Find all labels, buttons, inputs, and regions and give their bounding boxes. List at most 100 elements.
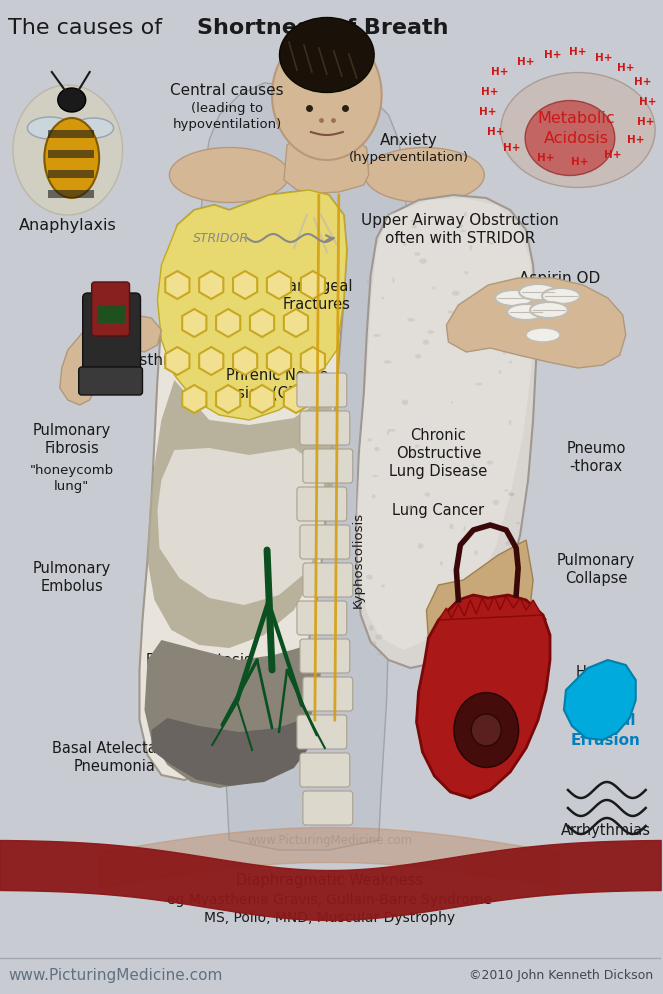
Ellipse shape: [392, 277, 394, 283]
Polygon shape: [446, 278, 626, 368]
Ellipse shape: [475, 383, 483, 386]
Ellipse shape: [511, 493, 514, 497]
Ellipse shape: [489, 243, 494, 245]
Ellipse shape: [451, 402, 453, 404]
Text: Upper Airway Obstruction: Upper Airway Obstruction: [361, 213, 559, 228]
Text: Embolus: Embolus: [40, 579, 103, 593]
Text: Central causes: Central causes: [170, 83, 284, 97]
Ellipse shape: [384, 360, 392, 364]
Text: STRIDOR: STRIDOR: [193, 232, 249, 245]
Ellipse shape: [369, 625, 373, 630]
FancyBboxPatch shape: [297, 487, 347, 521]
Text: Pulmonary: Pulmonary: [32, 561, 111, 576]
Ellipse shape: [372, 494, 376, 498]
Ellipse shape: [280, 18, 374, 92]
Polygon shape: [157, 448, 324, 605]
Ellipse shape: [487, 460, 493, 464]
Ellipse shape: [542, 288, 580, 304]
Text: Pulmonary: Pulmonary: [32, 422, 111, 437]
Text: Chronic: Chronic: [410, 427, 466, 442]
Ellipse shape: [372, 475, 378, 477]
Ellipse shape: [408, 506, 412, 510]
FancyBboxPatch shape: [48, 150, 93, 158]
Ellipse shape: [503, 351, 506, 355]
Ellipse shape: [388, 428, 396, 431]
Text: Pulmonary: Pulmonary: [557, 553, 635, 568]
Text: -thorax: -thorax: [570, 458, 623, 473]
Ellipse shape: [169, 147, 289, 203]
FancyBboxPatch shape: [300, 639, 350, 673]
Ellipse shape: [448, 310, 453, 313]
Text: Anaphylaxis: Anaphylaxis: [19, 218, 117, 233]
FancyBboxPatch shape: [303, 677, 353, 711]
Ellipse shape: [495, 290, 533, 306]
Text: Fractures: Fractures: [283, 296, 351, 311]
Text: Asthma: Asthma: [131, 353, 188, 368]
Ellipse shape: [526, 328, 560, 342]
FancyBboxPatch shape: [300, 411, 350, 445]
Ellipse shape: [403, 244, 407, 246]
FancyBboxPatch shape: [48, 130, 93, 138]
Ellipse shape: [44, 118, 99, 198]
Polygon shape: [151, 718, 311, 786]
Ellipse shape: [377, 653, 384, 655]
Text: lesion (C3,4,5): lesion (C3,4,5): [224, 386, 330, 401]
Polygon shape: [426, 540, 533, 670]
Ellipse shape: [387, 430, 389, 435]
Text: H+: H+: [503, 143, 521, 153]
Text: Arrhythmias: Arrhythmias: [561, 822, 651, 838]
Ellipse shape: [375, 447, 379, 451]
Ellipse shape: [472, 464, 475, 467]
Polygon shape: [60, 315, 161, 405]
Polygon shape: [147, 380, 337, 648]
Ellipse shape: [382, 296, 384, 300]
Ellipse shape: [58, 88, 86, 112]
Ellipse shape: [452, 316, 454, 322]
FancyBboxPatch shape: [48, 170, 93, 178]
Text: Lung Disease: Lung Disease: [389, 463, 487, 478]
Ellipse shape: [519, 284, 557, 300]
Text: Failure: Failure: [572, 683, 620, 698]
Text: H+: H+: [634, 77, 652, 87]
Ellipse shape: [520, 592, 524, 595]
Text: H+: H+: [544, 50, 562, 60]
Polygon shape: [357, 195, 536, 668]
Ellipse shape: [425, 635, 432, 640]
FancyBboxPatch shape: [300, 753, 350, 787]
Ellipse shape: [459, 224, 463, 229]
Ellipse shape: [460, 230, 466, 233]
Text: Diaphragmatic Weakness: Diaphragmatic Weakness: [236, 873, 424, 888]
Text: H+: H+: [604, 150, 621, 160]
FancyBboxPatch shape: [91, 282, 129, 336]
Ellipse shape: [525, 100, 615, 176]
Ellipse shape: [464, 212, 467, 217]
Text: lung": lung": [54, 479, 90, 492]
Ellipse shape: [413, 475, 416, 477]
Ellipse shape: [463, 526, 465, 532]
Text: Fibrosis: Fibrosis: [44, 440, 99, 455]
Text: H+: H+: [479, 107, 497, 117]
Ellipse shape: [427, 330, 434, 334]
Text: H+: H+: [637, 117, 654, 127]
Text: Kyphoscoliosis: Kyphoscoliosis: [352, 512, 365, 608]
Text: Acidosis: Acidosis: [544, 130, 609, 145]
Ellipse shape: [499, 370, 501, 374]
Ellipse shape: [402, 400, 408, 405]
Text: H+: H+: [537, 153, 555, 163]
Ellipse shape: [414, 252, 420, 255]
Ellipse shape: [454, 693, 518, 767]
Ellipse shape: [530, 302, 568, 318]
Ellipse shape: [432, 286, 436, 289]
Text: Pneumonia: Pneumonia: [74, 758, 156, 773]
Text: Infarction: Infarction: [424, 750, 497, 765]
Text: hypoventilation): hypoventilation): [172, 117, 282, 130]
Ellipse shape: [474, 551, 477, 556]
Ellipse shape: [507, 304, 545, 320]
FancyBboxPatch shape: [297, 715, 347, 749]
Text: H+: H+: [639, 97, 656, 107]
Ellipse shape: [509, 361, 512, 363]
FancyBboxPatch shape: [297, 601, 347, 635]
Ellipse shape: [482, 647, 487, 651]
Ellipse shape: [367, 575, 373, 580]
Ellipse shape: [452, 290, 459, 296]
